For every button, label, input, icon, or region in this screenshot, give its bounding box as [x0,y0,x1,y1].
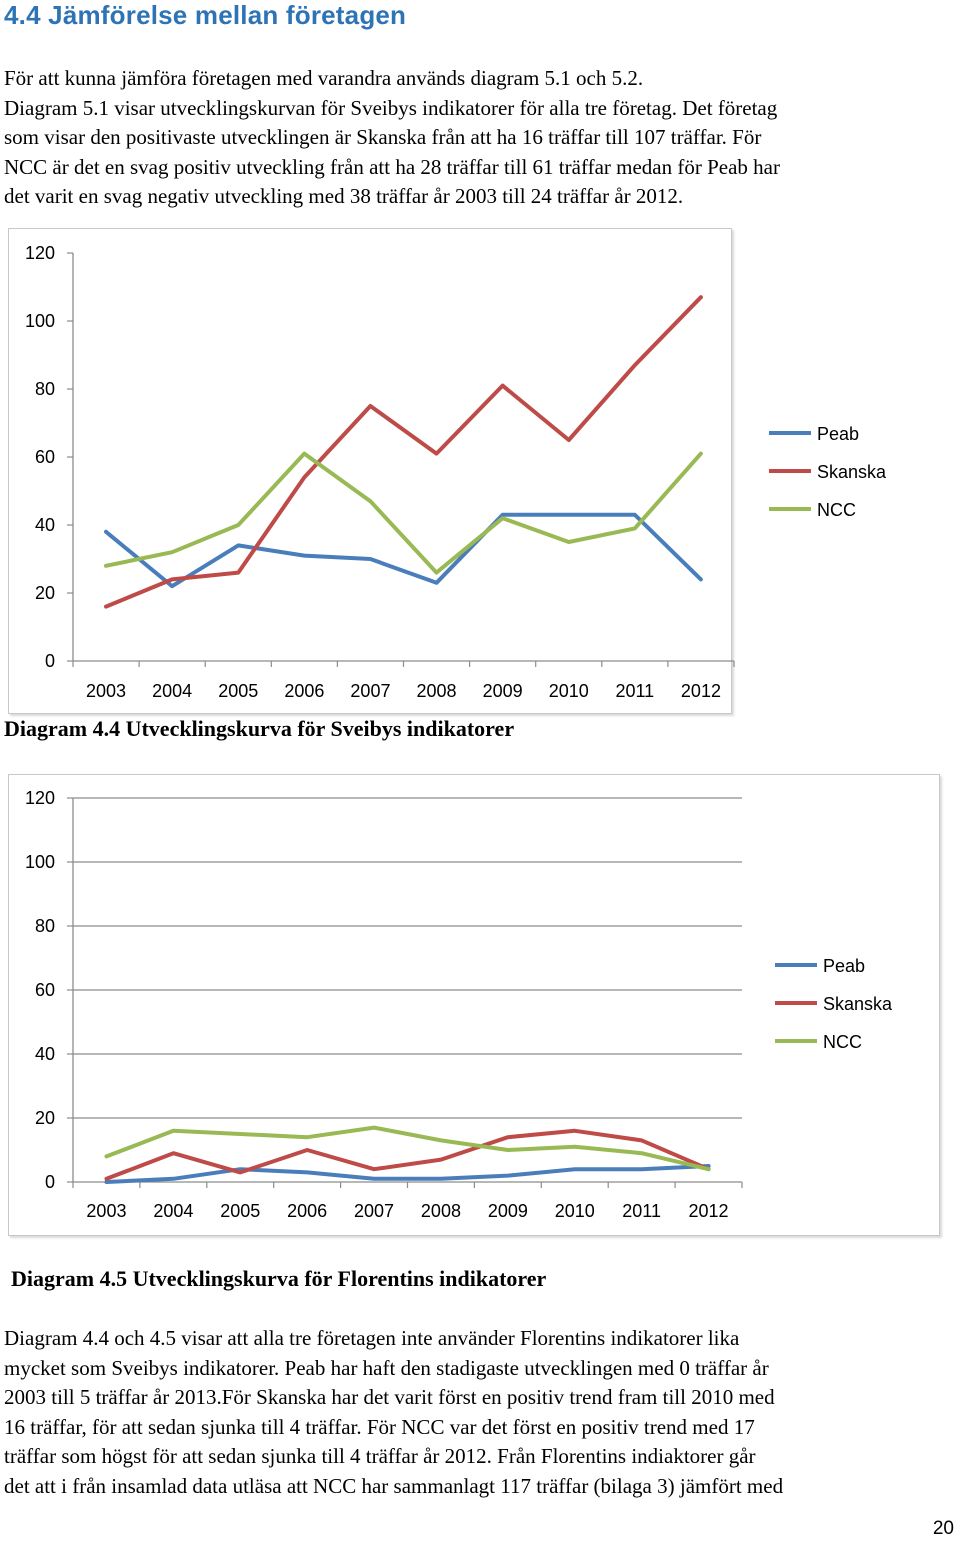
x-tick-label: 2012 [681,681,721,701]
legend-label-ncc: NCC [817,500,856,520]
series-line-skanska [104,295,703,609]
sveiby-chart: 0 20 40 60 80 100 120 2003 2004 2005 2006 2007 2008 2… [8,228,887,714]
y-tick-label: 100 [25,311,55,331]
legend-label-peab: Peab [817,424,859,444]
x-tick-label: 2006 [284,681,324,701]
y-tick-label: 20 [35,583,55,603]
x-tick-label: 2003 [86,681,126,701]
intro-line: Diagram 5.1 visar utvecklingskurvan för … [4,95,778,120]
x-tick-label: 2005 [218,681,258,701]
y-tick-label: 60 [35,980,55,1000]
y-tick-label: 100 [25,852,55,872]
x-tick-label: 2011 [622,1201,661,1221]
y-tick-label: 120 [25,788,55,808]
series-line-ncc [104,451,703,575]
x-tick-label: 2009 [483,681,523,701]
legend-label-peab: Peab [823,956,865,976]
y-tick-label: 120 [25,243,55,263]
x-tick-label: 2008 [421,1201,461,1221]
outro-paragraph: Diagram 4.4 och 4.5 visar att alla tre f… [4,1324,958,1502]
x-tick-label: 2010 [555,1201,595,1221]
series-line-skanska [104,1128,711,1181]
series-line-ncc [104,1125,711,1172]
x-tick-label: 2007 [354,1201,394,1221]
x-tick-label: 2007 [350,681,390,701]
series-line-peab [104,1164,711,1184]
chart1-caption: Diagram 4.4 Utvecklingskurva för Sveibys… [4,716,515,741]
x-tick-label: 2012 [689,1201,729,1221]
y-tick-label: 80 [35,916,55,936]
y-tick-label: 60 [35,447,55,467]
x-tick-label: 2004 [152,681,192,701]
legend-label-skanska: Skanska [823,994,893,1014]
intro-line: det varit en svag negativ utveckling med… [4,184,684,209]
y-tick-label: 40 [35,515,55,535]
intro-line: NCC är det en svag positiv utveckling fr… [4,154,780,179]
legend-label-ncc: NCC [823,1032,862,1052]
florentin-chart-svg: 0 20 40 60 80 100 120 2003 2004 2005 2006 2007 2008 2… [25,788,893,1221]
x-tick-label: 2009 [488,1201,528,1221]
x-tick-label: 2005 [220,1201,260,1221]
y-tick-label: 40 [35,1044,55,1064]
y-tick-label: 20 [35,1108,55,1128]
x-tick-label: 2006 [287,1201,327,1221]
florentin-chart: 0 20 40 60 80 100 120 2003 2004 2005 2006 2007 2008 2… [8,774,940,1236]
series-line-peab [104,512,703,589]
outro-line: 2003 till 5 träffar år 2013.För Skanska … [4,1385,775,1410]
outro-line: 16 träffar, för att sedan sjunka till 4 … [4,1414,755,1439]
x-tick-label: 2003 [86,1201,126,1221]
x-tick-label: 2008 [417,681,457,701]
x-tick-label: 2011 [615,681,654,701]
intro-paragraph: För att kunna jämföra företagen med vara… [4,64,958,212]
outro-line: Diagram 4.4 och 4.5 visar att alla tre f… [4,1326,740,1350]
outro-line: träffar som högst för att sedan sjunka t… [4,1444,756,1469]
outro-line: mycket som Sveibys indikatorer. Peab har… [4,1355,769,1380]
intro-line: som visar den positivaste utvecklingen ä… [4,125,762,150]
outro-line: det att i från insamlad data utläsa att … [4,1473,784,1498]
y-tick-label: 0 [45,651,55,671]
chart2-caption: Diagram 4.5 Utvecklingskurva för Florent… [11,1266,547,1291]
legend-label-skanska: Skanska [817,462,887,482]
x-tick-label: 2004 [153,1201,193,1221]
intro-line: För att kunna jämföra företagen med vara… [4,66,644,90]
section-heading: 4.4 Jämförelse mellan företagen [4,0,407,30]
sveiby-chart-svg: 0 20 40 60 80 100 120 2003 2004 2005 2006 2007 2008 2… [25,243,887,701]
y-tick-label: 80 [35,379,55,399]
x-tick-label: 2010 [549,681,589,701]
y-tick-label: 0 [45,1172,55,1192]
page-number: 20 [932,1518,954,1539]
